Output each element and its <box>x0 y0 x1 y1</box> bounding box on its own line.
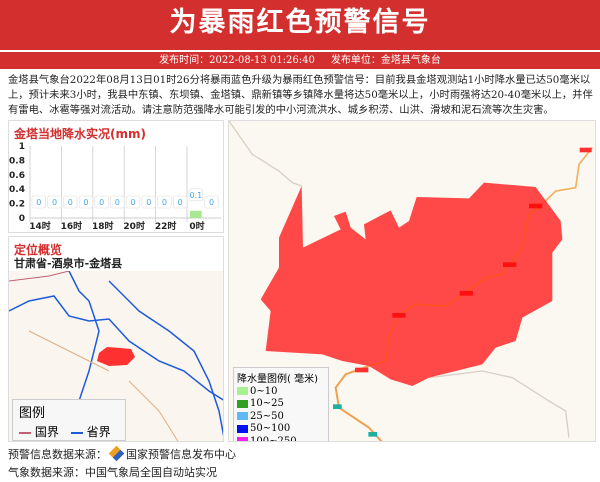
x-tick-label: 16时 <box>61 220 83 232</box>
data-label-box <box>47 195 62 209</box>
footer: 预警信息数据来源： 国家预警信息发布中心 气象数据来源：中国气象局全国自动站实况 <box>8 445 236 482</box>
y-tick-label: 1 <box>19 142 25 152</box>
data-label: 0 <box>52 198 57 207</box>
x-tick-label: 18时 <box>92 220 114 232</box>
data-label-box <box>188 188 203 202</box>
publisher: 发布单位：金塔县气象台 <box>330 55 441 66</box>
overview-legend-title: 图例 <box>19 406 46 421</box>
data-label: 0 <box>115 198 120 207</box>
y-tick-label: 0.6 <box>9 171 25 181</box>
data-label: 0 <box>146 198 151 207</box>
overview-legend: 图例 国界 省界 <box>12 399 126 441</box>
data-label-box <box>173 195 188 209</box>
legend-item: 25~50 <box>237 410 325 423</box>
page-title: 为暴雨红色预警信号 <box>0 0 600 50</box>
legend-label: 0~10 <box>250 385 278 397</box>
rainfall-legend-title: 降水量图例( 毫米) <box>237 374 318 385</box>
publish-time: 发布时间：2022-08-13 01:26:40 <box>159 55 315 66</box>
data-label: 0 <box>131 198 136 207</box>
data-label-box <box>125 195 141 209</box>
warning-center-link[interactable]: 国家预警信息发布中心 <box>126 448 236 461</box>
legend-label: 50~100 <box>250 423 291 435</box>
location-panel: 定位概览 甘肃省-酒泉市-金塔县 图例 国界 省界 <box>8 236 224 442</box>
warning-center-logo-icon <box>108 445 125 462</box>
y-tick-label: 0 <box>19 214 25 224</box>
x-tick-label: 20时 <box>123 220 145 232</box>
data-label: 0 <box>209 198 214 207</box>
legend-national-border: 国界 <box>19 423 59 440</box>
legend-item: 10~25 <box>237 398 325 411</box>
y-tick-label: 0.2 <box>9 200 25 210</box>
data-label-box <box>78 195 94 209</box>
data-label-box <box>110 195 125 209</box>
data-label: 0 <box>68 198 73 207</box>
data-label: 0 <box>83 198 88 207</box>
warning-source: 预警信息数据来源： 国家预警信息发布中心 <box>8 445 236 464</box>
x-tick-label: 14时 <box>29 220 51 232</box>
data-label-box <box>63 195 78 209</box>
legend-swatch <box>237 387 248 396</box>
chart-title: 金塔当地降水实况(mm) <box>14 127 146 141</box>
data-label: 0.1 <box>189 191 202 200</box>
data-label-box <box>94 195 109 209</box>
location-region: 甘肃省-酒泉市-金塔县 <box>14 257 123 270</box>
legend-label: 25~50 <box>250 410 284 422</box>
y-tick-label: 0.8 <box>9 156 25 166</box>
warning-area <box>260 182 563 386</box>
legend-swatch <box>237 437 248 441</box>
bar <box>190 210 202 218</box>
legend-label: 100~250 <box>250 435 297 442</box>
data-label: 0 <box>178 198 183 207</box>
weather-data-source: 气象数据来源：中国气象局全国自动站实况 <box>8 466 217 479</box>
legend-label: 10~25 <box>250 398 284 410</box>
rainfall-legend: 降水量图例( 毫米) 0~10 10~25 25~50 50~100 100~250 <box>233 367 329 442</box>
x-tick-label: 0时 <box>189 220 204 232</box>
x-tick-label: 22时 <box>155 220 177 232</box>
publish-info: 发布时间：2022-08-13 01:26:40 发布单位：金塔县气象台 <box>0 52 600 69</box>
overview-map[interactable]: 图例 国界 省界 <box>9 270 223 441</box>
data-label-box <box>141 195 156 209</box>
y-tick-label: 0.4 <box>9 185 25 195</box>
legend-item: 100~250 <box>237 435 325 442</box>
legend-swatch <box>237 412 248 421</box>
legend-swatch <box>237 424 248 433</box>
data-label-box <box>157 195 172 209</box>
legend-swatch <box>237 399 248 408</box>
data-label-box <box>204 195 219 209</box>
legend-item: 50~100 <box>237 423 325 436</box>
warning-area-mini <box>97 347 135 366</box>
data-label: 0 <box>99 198 104 207</box>
rainfall-chart-panel: 金塔当地降水实况(mm) 0 0.2 0.4 0.6 0.8 1 14时 16时 18时 20时 2… <box>8 120 224 233</box>
data-label: 0 <box>162 198 167 207</box>
legend-provincial-border: 省界 <box>70 423 111 440</box>
warning-map[interactable]: 降水量图例( 毫米) 0~10 10~25 25~50 50~100 100~250 <box>228 120 596 442</box>
warning-description: 金塔县气象台2022年08月13日01时26分将暴雨蓝色升级为暴雨红色预警信号：… <box>8 74 593 116</box>
data-label-box <box>31 195 46 209</box>
legend-item: 0~10 <box>237 385 325 398</box>
location-title: 定位概览 <box>14 243 63 257</box>
data-label: 0 <box>36 198 41 207</box>
